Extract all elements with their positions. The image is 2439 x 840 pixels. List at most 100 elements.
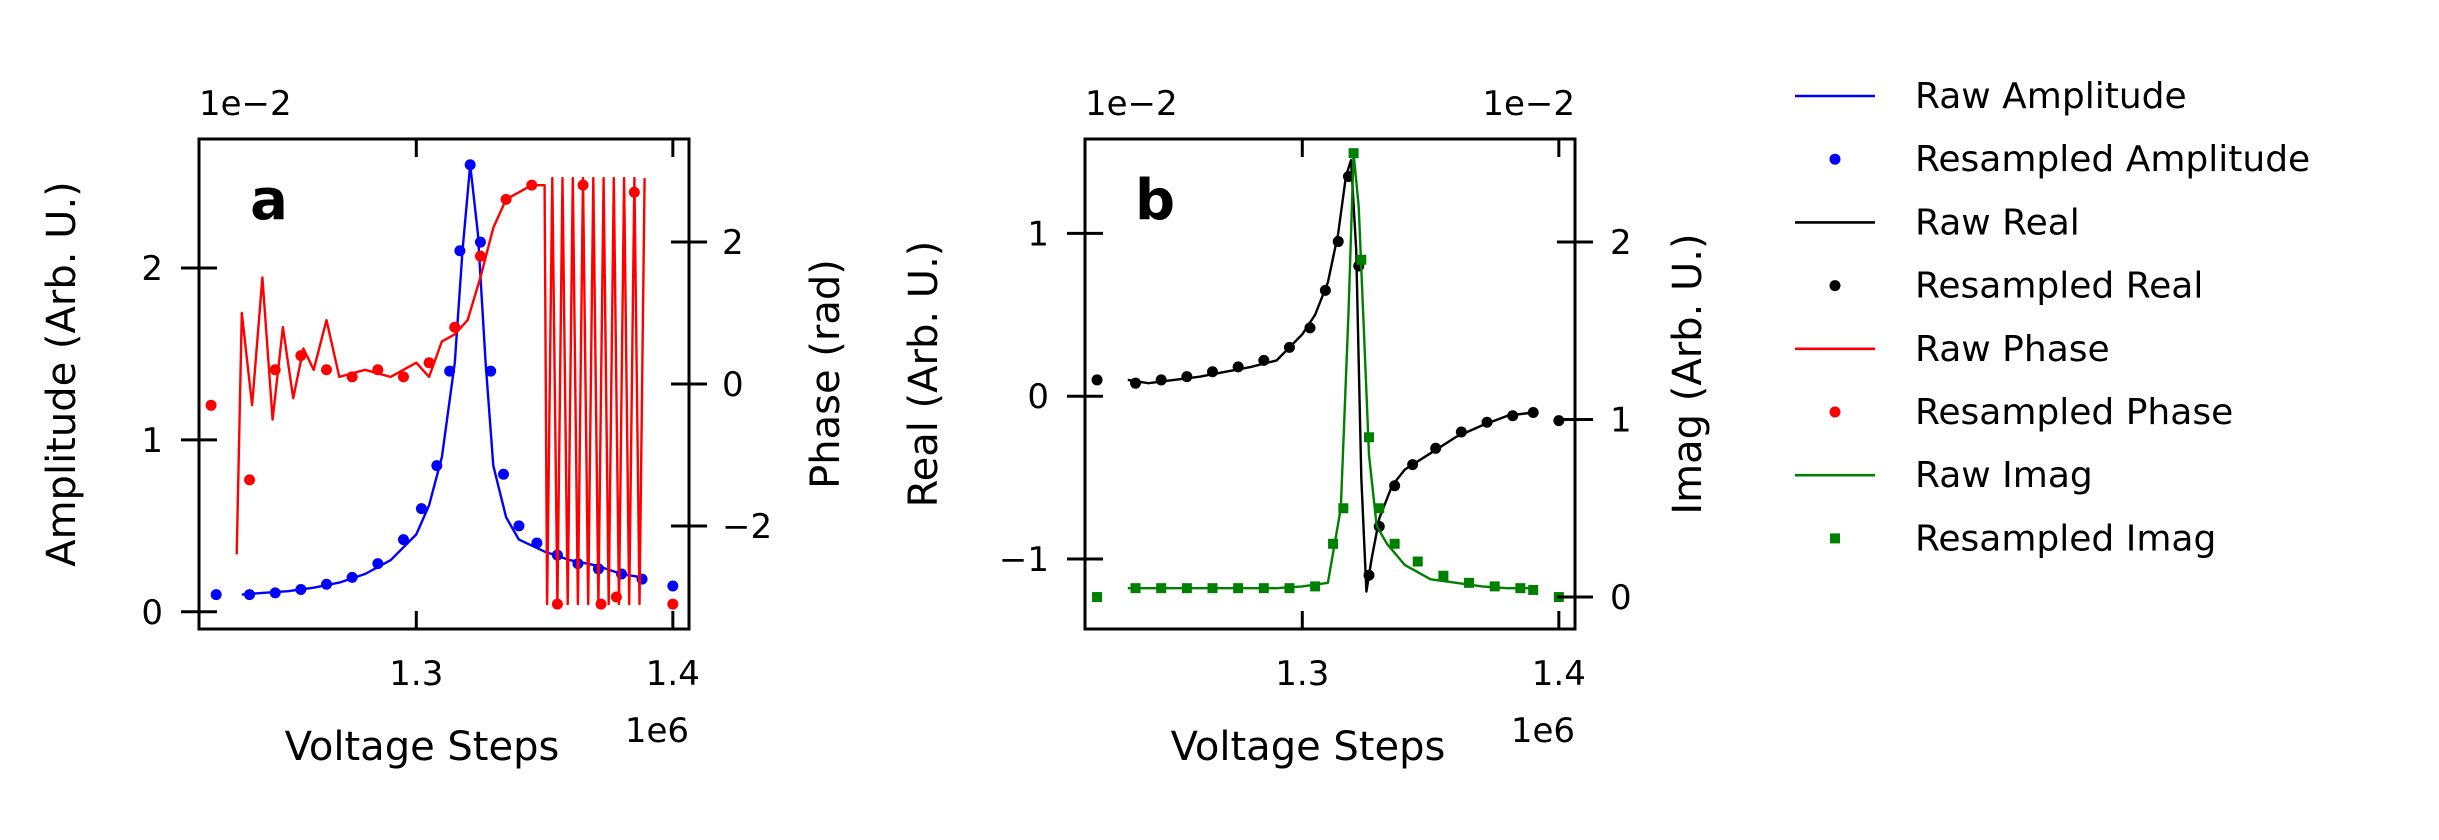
- legend-entry: [1829, 406, 1841, 418]
- data-point: [485, 365, 497, 377]
- x-tick-label: 1.4: [646, 654, 700, 694]
- legend-square-swatch: [1830, 533, 1840, 544]
- legend-dot-swatch: [1829, 153, 1841, 165]
- data-point-square: [1464, 577, 1475, 588]
- data-point: [372, 364, 384, 376]
- data-point-square: [1489, 581, 1500, 592]
- left-scale-note: 1e−2: [199, 84, 292, 124]
- legend-label: Raw Imag: [1915, 455, 2093, 496]
- series-line: [1127, 158, 1534, 593]
- data-point: [210, 589, 222, 601]
- data-point: [1091, 374, 1103, 386]
- data-point: [205, 399, 217, 411]
- right-y-tick-label: 0: [1610, 578, 1632, 618]
- legend-label: Resampled Phase: [1915, 392, 2233, 433]
- data-point: [1363, 569, 1375, 581]
- legend-entry: [1829, 153, 1841, 165]
- data-point: [1389, 480, 1401, 492]
- series-resampled-phase: [205, 179, 679, 610]
- right-y-tick-label: 0: [722, 365, 744, 405]
- left-scale-note: 1e−2: [1085, 84, 1178, 124]
- legend-entry: [1830, 533, 1840, 544]
- left-y-axis-label: Amplitude (Arb. U.): [39, 181, 85, 567]
- left-y-tick-label: 0: [1027, 377, 1049, 417]
- data-point: [1304, 322, 1316, 334]
- data-point-square: [1156, 583, 1167, 594]
- data-point: [474, 250, 486, 262]
- x-scale-note: 1e6: [625, 711, 689, 751]
- data-point: [1155, 374, 1167, 386]
- x-axis-label: Voltage Steps: [285, 724, 560, 770]
- legend-label: Resampled Imag: [1915, 518, 2216, 559]
- legend-dot-swatch: [1829, 406, 1841, 418]
- data-point-square: [1328, 538, 1339, 549]
- data-point: [449, 321, 461, 333]
- data-point: [346, 371, 358, 383]
- data-point: [269, 364, 281, 376]
- data-point: [244, 474, 256, 486]
- data-point-square: [1258, 583, 1269, 594]
- data-point: [1430, 442, 1442, 454]
- data-point-square: [1092, 592, 1103, 603]
- data-point-square: [1356, 254, 1367, 265]
- data-point: [1319, 284, 1331, 296]
- left-y-tick-label: 0: [141, 593, 163, 633]
- data-point: [551, 598, 563, 610]
- right-y-tick-label: 2: [1610, 223, 1632, 263]
- data-point: [1130, 377, 1142, 389]
- right-y-axis-label: Phase (rad): [803, 259, 849, 489]
- data-point: [321, 578, 333, 590]
- data-point: [295, 583, 307, 595]
- data-point: [1507, 410, 1519, 422]
- data-point: [474, 236, 486, 248]
- series-resampled-real: [1091, 170, 1565, 581]
- series-raw-real: [1127, 158, 1534, 593]
- data-point: [397, 534, 409, 546]
- left-y-tick-label: 1: [1027, 214, 1049, 254]
- series-line: [235, 176, 646, 606]
- legend-label: Raw Amplitude: [1915, 76, 2187, 117]
- x-tick-label: 1.4: [1532, 654, 1586, 694]
- data-point: [498, 468, 510, 480]
- data-point: [526, 179, 538, 191]
- data-point: [431, 460, 443, 472]
- data-point: [610, 591, 622, 603]
- x-tick-label: 1.3: [389, 654, 443, 694]
- right-scale-note: 1e−2: [1482, 84, 1575, 124]
- data-point-square: [1338, 503, 1349, 514]
- data-point-square: [1515, 583, 1526, 594]
- x-axis-label: Voltage Steps: [1171, 724, 1446, 770]
- data-point: [1181, 371, 1193, 383]
- data-point: [513, 520, 525, 532]
- data-point-square: [1310, 581, 1321, 592]
- data-point-square: [1374, 503, 1385, 514]
- data-point: [500, 193, 512, 205]
- data-point: [531, 537, 543, 549]
- legend-dot-swatch: [1829, 280, 1841, 292]
- left-y-axis-label: Real (Arb. U.): [901, 241, 947, 508]
- series-raw-phase: [235, 176, 646, 606]
- data-point: [595, 598, 607, 610]
- data-point-square: [1389, 538, 1400, 549]
- data-point: [667, 598, 679, 610]
- data-point: [1455, 426, 1467, 438]
- data-point-square: [1363, 432, 1374, 443]
- data-point-square: [1233, 583, 1244, 594]
- data-point: [1283, 341, 1295, 353]
- data-point: [1232, 361, 1244, 373]
- data-point: [346, 571, 358, 583]
- data-point: [1342, 170, 1354, 182]
- legend-label: Resampled Real: [1915, 266, 2203, 307]
- legend-label: Resampled Amplitude: [1915, 139, 2310, 180]
- panel-label: a: [250, 168, 288, 233]
- data-point: [667, 580, 679, 592]
- data-point: [415, 503, 427, 515]
- data-point: [372, 558, 384, 570]
- data-point: [454, 245, 466, 257]
- right-y-tick-label: −2: [722, 507, 772, 547]
- right-y-tick-label: 1: [1610, 401, 1632, 441]
- legend-label: Raw Phase: [1915, 329, 2110, 370]
- data-point: [1527, 406, 1539, 418]
- series-line: [1127, 151, 1534, 590]
